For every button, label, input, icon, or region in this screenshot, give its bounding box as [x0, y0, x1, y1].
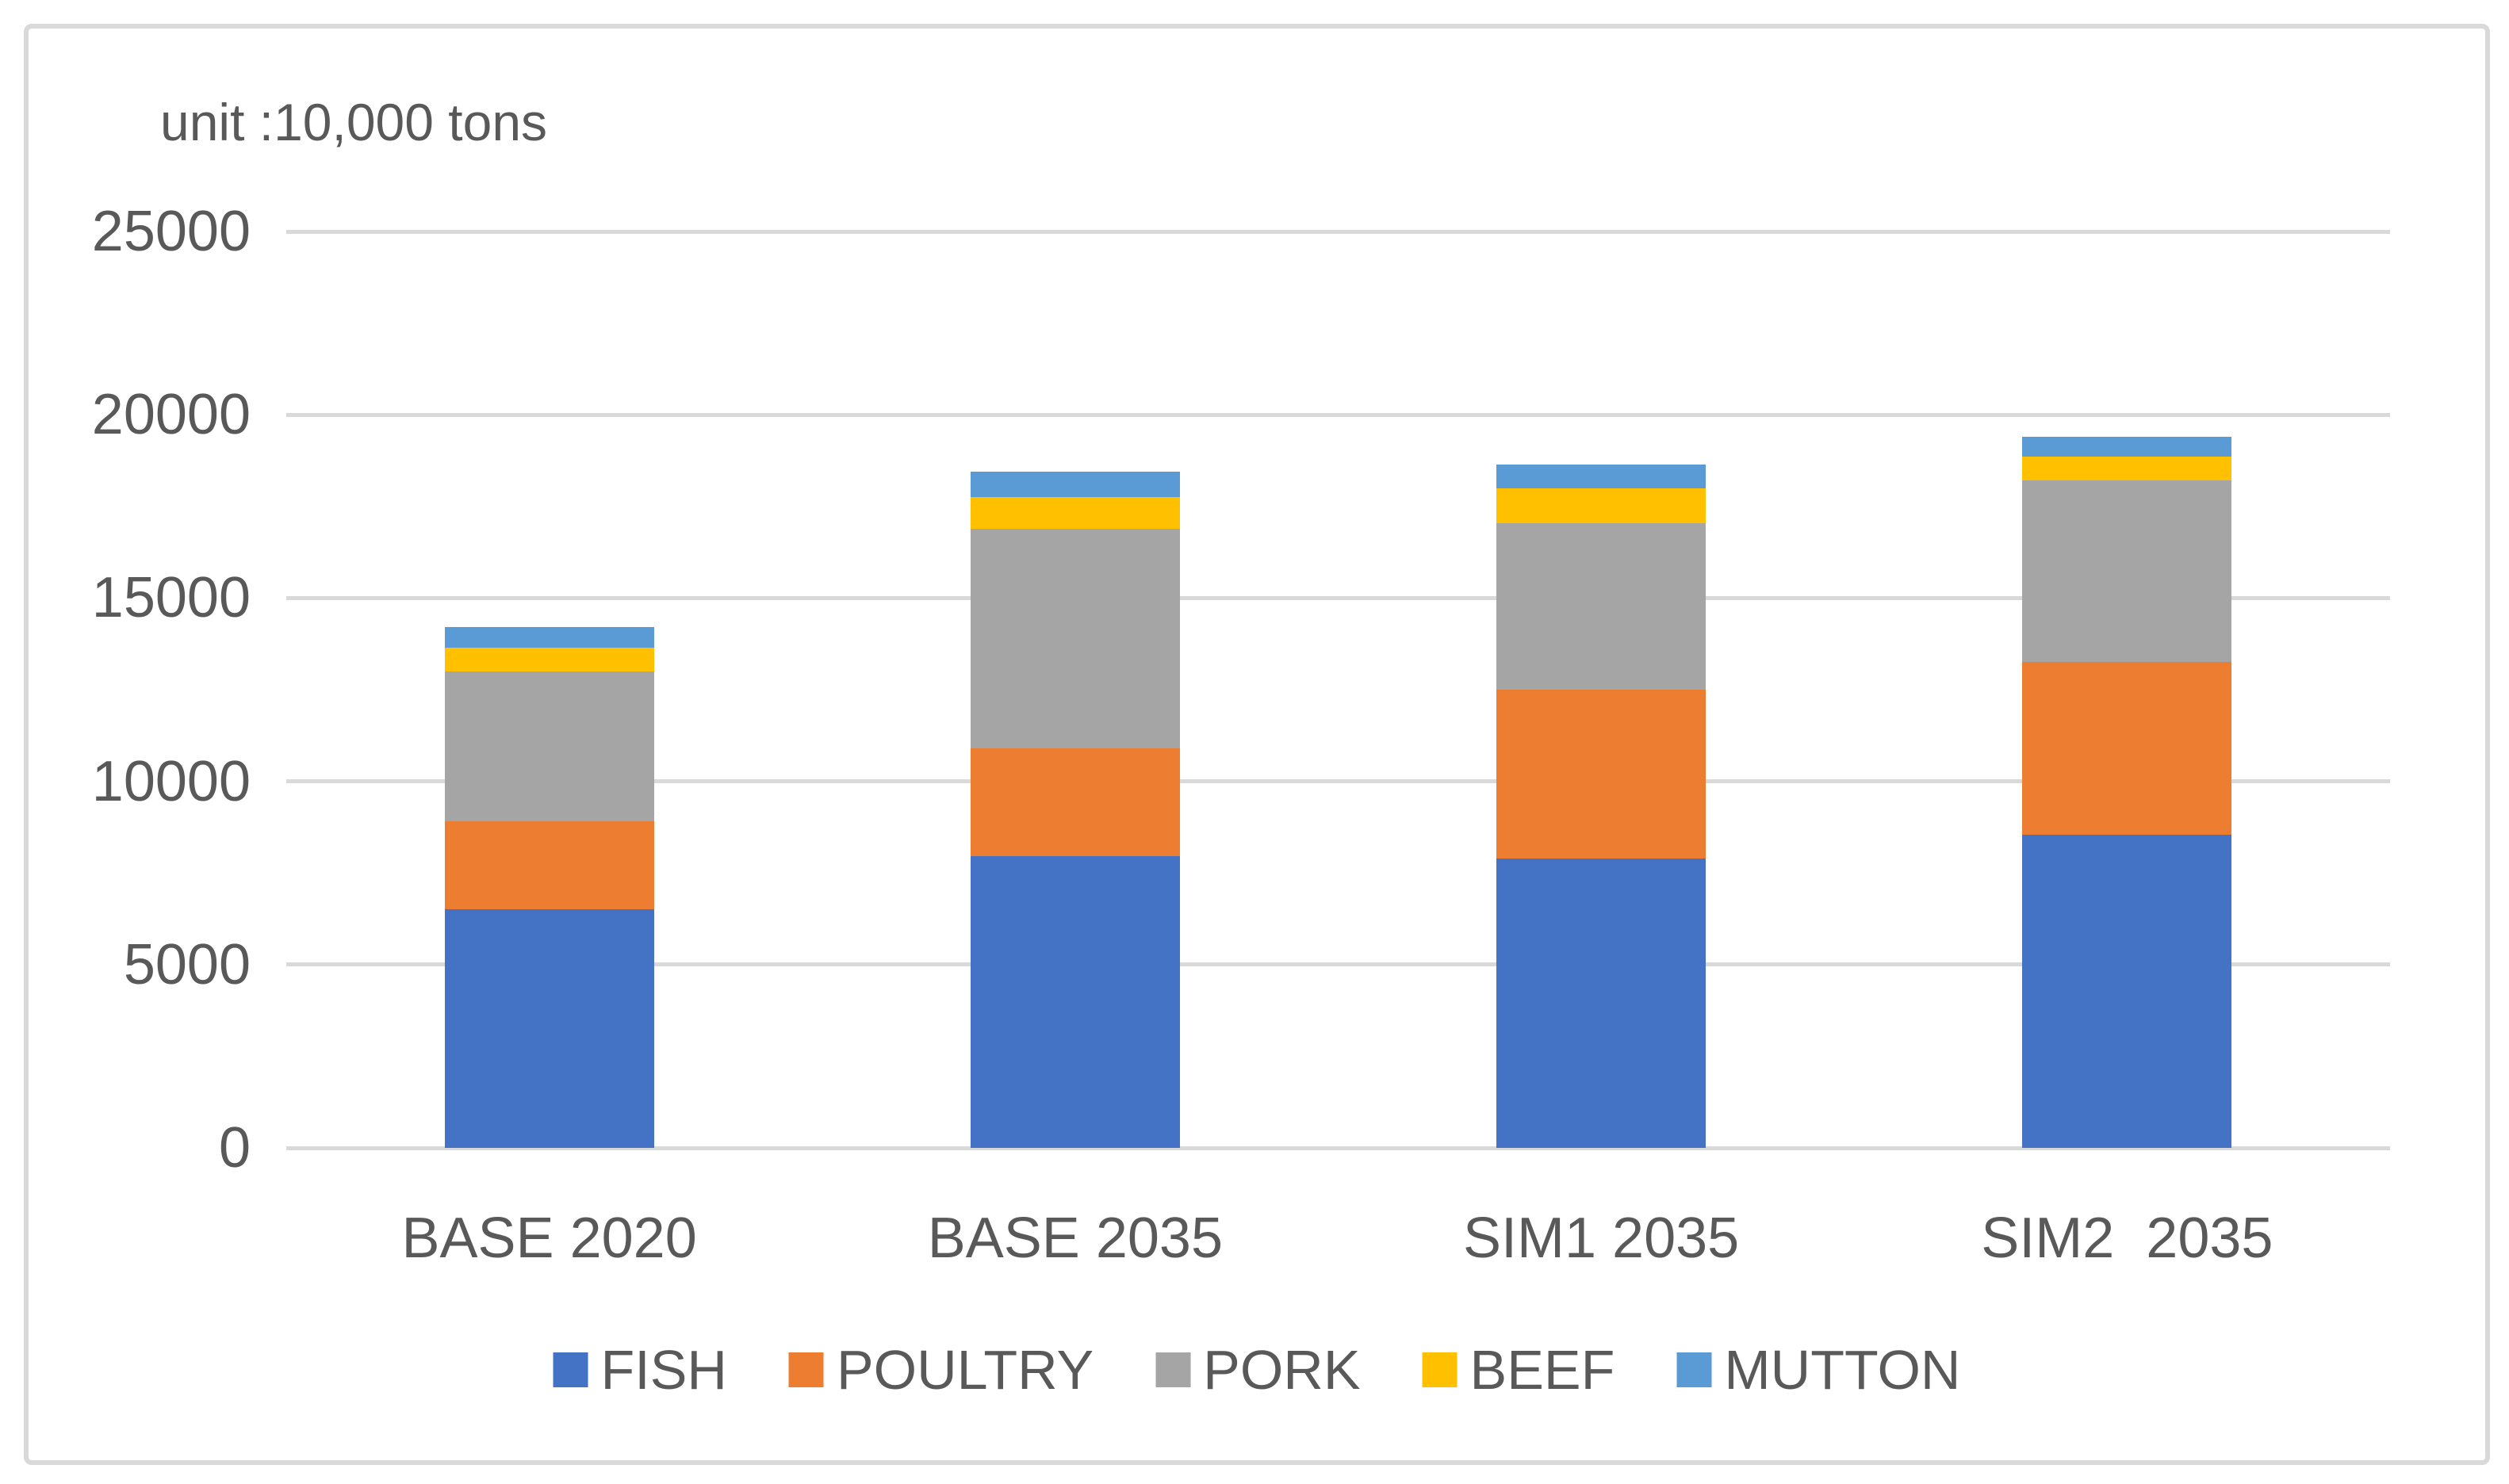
- legend-swatch-poultry: [788, 1352, 824, 1387]
- x-category-label-4: SIM2 2035: [1981, 1207, 2273, 1270]
- legend-label-pork: PORK: [1203, 1339, 1361, 1401]
- bar-segment-beef: [444, 647, 654, 671]
- y-tick-label-25000: 25000: [91, 200, 251, 263]
- legend-swatch-pork: [1155, 1352, 1191, 1387]
- legend-item-mutton: MUTTON: [1676, 1338, 1960, 1402]
- bar-segment-pork: [2022, 480, 2232, 663]
- legend-label-beef: BEEF: [1469, 1339, 1615, 1401]
- bar-segment-poultry: [970, 748, 1180, 857]
- bar-segment-mutton: [2022, 436, 2232, 457]
- bar-segment-fish: [2022, 834, 2232, 1148]
- gridline-y-5000: [286, 962, 2390, 967]
- legend-swatch-fish: [553, 1352, 588, 1387]
- gridline-y-10000: [286, 779, 2390, 784]
- x-category-label-1: BASE 2020: [401, 1207, 697, 1270]
- bar-segment-mutton: [1496, 464, 1707, 488]
- y-tick-label-20000: 20000: [91, 383, 251, 447]
- chart-frame: unit :10,000 tons FISH POULTRY PORK BEEF MUT…: [24, 24, 2490, 1465]
- y-tick-label-10000: 10000: [91, 749, 251, 813]
- y-tick-label-5000: 5000: [123, 932, 251, 996]
- bar-segment-fish: [444, 909, 654, 1148]
- y-tick-label-15000: 15000: [91, 566, 251, 630]
- legend-label-mutton: MUTTON: [1724, 1339, 1961, 1401]
- gridline-y-0: [286, 1146, 2390, 1150]
- bar-segment-mutton: [970, 471, 1180, 498]
- bar-sim2-2035: [2022, 436, 2232, 1148]
- gridline-y-20000: [286, 412, 2390, 417]
- bar-sim1-2035: [1496, 464, 1707, 1148]
- unit-label: unit :10,000 tons: [160, 93, 548, 151]
- x-category-label-3: SIM1 2035: [1463, 1207, 1740, 1270]
- legend-label-fish: FISH: [600, 1339, 727, 1401]
- bar-base-2035: [970, 471, 1180, 1148]
- gridline-y-15000: [286, 595, 2390, 600]
- bar-segment-beef: [1496, 488, 1707, 523]
- legend-item-poultry: POULTRY: [788, 1338, 1094, 1402]
- bar-segment-fish: [970, 856, 1180, 1148]
- bar-segment-pork: [1496, 522, 1707, 690]
- bar-segment-poultry: [2022, 662, 2232, 835]
- bar-segment-poultry: [444, 821, 654, 910]
- y-tick-label-0: 0: [218, 1116, 251, 1180]
- bar-base-2020: [444, 627, 654, 1148]
- bar-segment-pork: [444, 671, 654, 822]
- bar-segment-beef: [2022, 457, 2232, 481]
- bar-segment-poultry: [1496, 690, 1707, 859]
- gridline-y-25000: [286, 229, 2390, 234]
- legend-item-beef: BEEF: [1422, 1338, 1615, 1402]
- bar-segment-mutton: [444, 627, 654, 648]
- legend-swatch-mutton: [1676, 1352, 1712, 1387]
- legend-item-pork: PORK: [1155, 1338, 1361, 1402]
- legend-item-fish: FISH: [553, 1338, 727, 1402]
- legend: FISH POULTRY PORK BEEF MUTTON: [553, 1338, 1960, 1402]
- x-category-label-2: BASE 2035: [927, 1207, 1224, 1270]
- legend-label-poultry: POULTRY: [836, 1339, 1094, 1401]
- bar-segment-beef: [970, 497, 1180, 529]
- bar-segment-fish: [1496, 858, 1707, 1148]
- legend-swatch-beef: [1422, 1352, 1458, 1387]
- bar-segment-pork: [970, 528, 1180, 748]
